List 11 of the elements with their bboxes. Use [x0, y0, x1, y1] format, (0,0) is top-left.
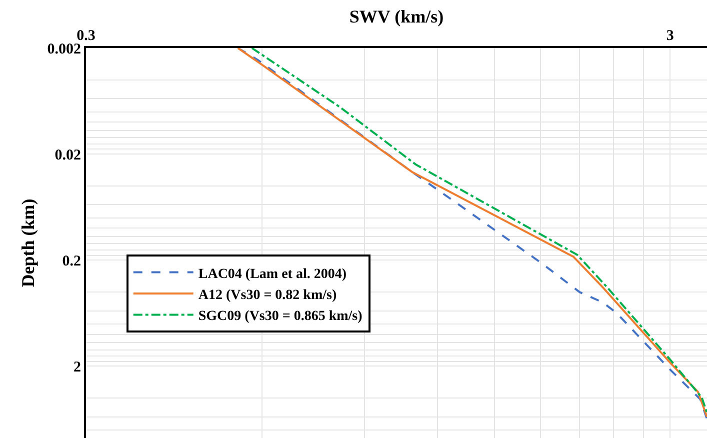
y-tick-label: 0.02 [54, 147, 81, 164]
legend-label: SGC09 (Vs30 = 0.865 km/s) [198, 309, 363, 324]
y-axis-title: Depth (km) [18, 198, 38, 288]
legend-label: LAC04 (Lam et al. 2004) [198, 266, 347, 282]
x-tick-label: 0.3 [76, 28, 96, 44]
x-tick-label: 3 [666, 28, 674, 44]
y-tick-label: 0.2 [62, 253, 81, 270]
legend-label: A12 (Vs30 = 0.82 km/s) [198, 288, 337, 303]
y-tick-label: 0.002 [47, 41, 81, 58]
y-tick-label: 2 [74, 359, 81, 376]
x-axis-title: SWV (km/s) [349, 6, 444, 27]
